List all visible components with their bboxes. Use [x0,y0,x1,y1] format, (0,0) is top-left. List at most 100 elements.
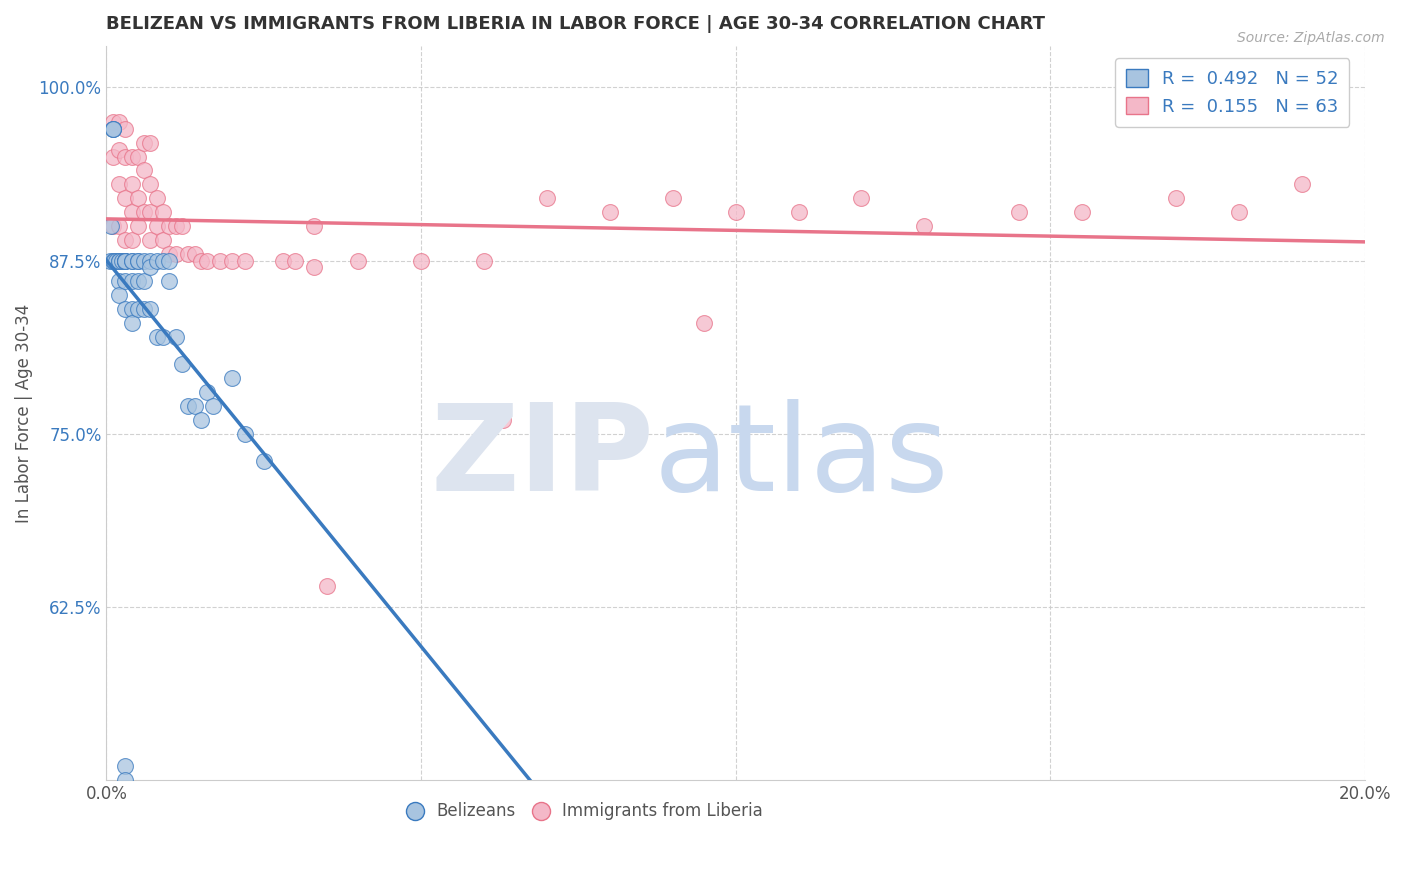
Point [165,246,187,260]
Y-axis label: In Labor Force | Age 30-34: In Labor Force | Age 30-34 [15,303,32,523]
Point [114,253,136,268]
Point [170,358,193,372]
Point [177,399,200,413]
Point [221,253,243,268]
Point [100,219,122,233]
Point [492,413,515,427]
Point [315,579,337,593]
Point [787,205,810,219]
Point [190,253,212,268]
Point [152,233,174,247]
Point [221,371,243,385]
Point [1227,205,1250,219]
Point [599,205,621,219]
Point [134,301,156,316]
Point [1008,205,1031,219]
Point [121,150,143,164]
Point [114,121,136,136]
Text: ZIP: ZIP [430,399,654,516]
Point [152,330,174,344]
Point [284,253,307,268]
Point [851,191,873,205]
Point [121,253,143,268]
Point [1291,178,1313,192]
Point [114,150,136,164]
Point [661,191,683,205]
Point [127,191,149,205]
Point [103,253,125,268]
Point [101,253,124,268]
Point [111,253,134,268]
Point [145,253,167,268]
Point [127,274,149,288]
Point [127,219,149,233]
Point [157,274,180,288]
Point [1164,191,1187,205]
Point [139,205,162,219]
Point [183,246,205,260]
Point [114,301,136,316]
Point [101,219,124,233]
Point [108,219,131,233]
Point [183,399,205,413]
Point [134,163,156,178]
Point [101,150,124,164]
Point [108,253,131,268]
Point [139,301,162,316]
Point [347,253,370,268]
Point [114,253,136,268]
Point [302,219,325,233]
Point [139,136,162,150]
Point [101,121,124,136]
Point [195,385,218,400]
Point [134,205,156,219]
Point [139,260,162,275]
Point [139,233,162,247]
Point [208,253,231,268]
Point [157,246,180,260]
Point [177,246,200,260]
Point [472,253,495,268]
Point [121,316,143,330]
Point [139,178,162,192]
Point [108,143,131,157]
Point [233,253,256,268]
Text: Source: ZipAtlas.com: Source: ZipAtlas.com [1237,31,1385,45]
Point [121,178,143,192]
Point [114,759,136,773]
Point [121,205,143,219]
Point [693,316,716,330]
Point [108,288,131,302]
Point [253,454,276,468]
Point [145,219,167,233]
Point [108,253,131,268]
Point [121,233,143,247]
Point [98,253,121,268]
Point [104,253,127,268]
Point [114,274,136,288]
Point [912,219,935,233]
Text: atlas: atlas [654,399,949,516]
Point [114,191,136,205]
Point [101,121,124,136]
Point [121,274,143,288]
Point [114,233,136,247]
Point [536,191,558,205]
Point [114,253,136,268]
Point [108,178,131,192]
Text: BELIZEAN VS IMMIGRANTS FROM LIBERIA IN LABOR FORCE | AGE 30-34 CORRELATION CHART: BELIZEAN VS IMMIGRANTS FROM LIBERIA IN L… [107,15,1046,33]
Point [145,191,167,205]
Point [114,253,136,268]
Point [101,121,124,136]
Point [233,426,256,441]
Point [145,330,167,344]
Point [127,150,149,164]
Point [170,219,193,233]
Point [101,115,124,129]
Point [127,253,149,268]
Point [1070,205,1092,219]
Point [134,136,156,150]
Point [108,274,131,288]
Point [114,773,136,788]
Point [271,253,294,268]
